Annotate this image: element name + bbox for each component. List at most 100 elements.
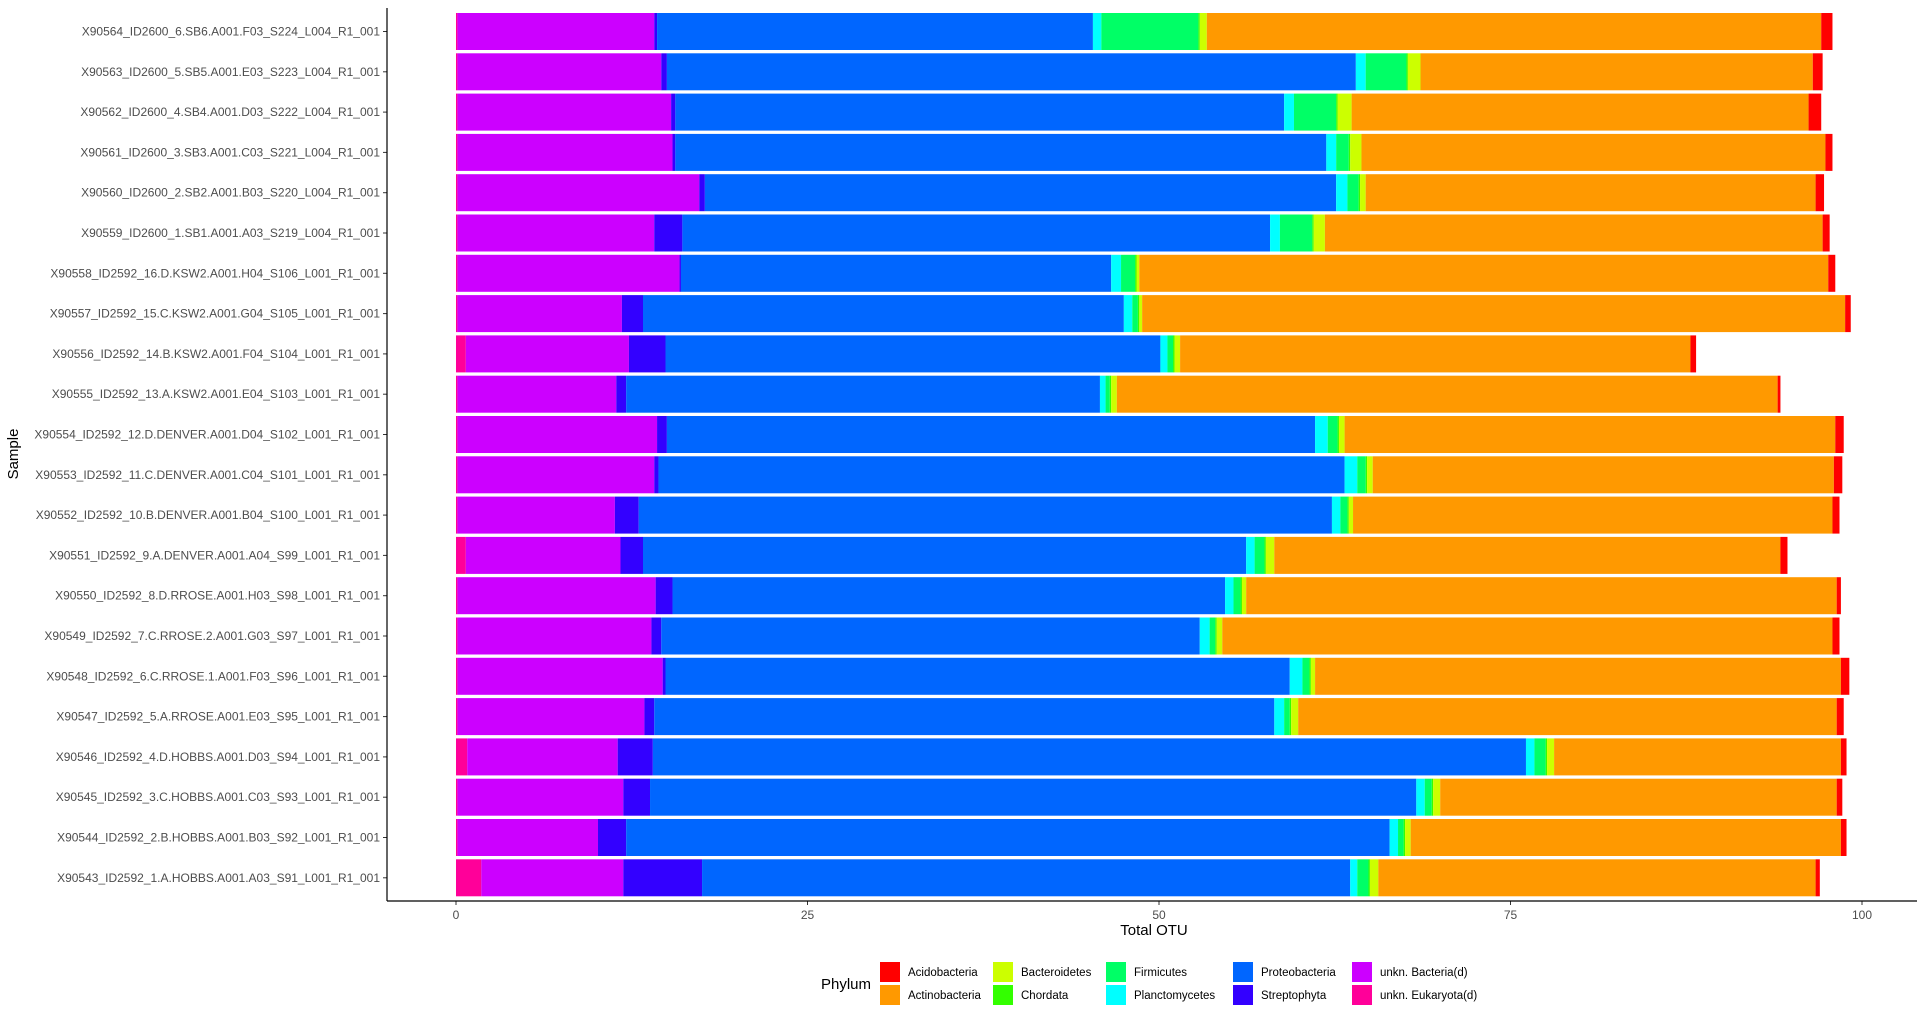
bar-segment — [1132, 295, 1138, 333]
bar-segment — [1836, 698, 1844, 736]
bar-segment — [644, 698, 655, 736]
bar-segment — [456, 174, 458, 212]
bar-segment — [1123, 295, 1133, 333]
legend-label: Planctomycetes — [1134, 990, 1215, 1002]
bar-segment — [1315, 416, 1328, 453]
bar-segment — [1358, 174, 1361, 212]
bar-segment — [1337, 93, 1352, 131]
x-tick-label: 25 — [801, 908, 815, 922]
bar-segment — [1840, 738, 1847, 776]
x-tick-label: 100 — [1852, 908, 1872, 922]
bar-segment — [456, 295, 458, 333]
bar-segment — [1139, 295, 1143, 333]
y-tick-label: X90544_ID2592_2.B.HOBBS.A001.B03_S92_L00… — [57, 831, 380, 845]
bar-segment — [456, 496, 458, 534]
bar-segment — [1199, 617, 1210, 655]
legend-swatch — [1352, 962, 1372, 982]
bar-segment — [1777, 375, 1781, 413]
bars-layer — [456, 13, 1851, 897]
bar-segment — [457, 416, 658, 453]
y-tick-label: X90559_ID2600_1.SB1.A001.A03_S219_L004_R… — [81, 226, 380, 240]
legend-swatch — [1106, 962, 1126, 982]
bar-segment — [456, 214, 458, 252]
bar-segment — [655, 577, 673, 615]
bar-segment — [1367, 456, 1373, 494]
legend-label: unkn. Eukaryota(d) — [1380, 990, 1477, 1002]
bar-segment — [614, 496, 639, 534]
bar-segment — [1534, 738, 1546, 776]
bar-segment — [1105, 375, 1110, 413]
bar-segment — [1198, 13, 1200, 50]
bar-segment — [1361, 133, 1826, 171]
bar-segment — [1832, 496, 1840, 534]
bar-segment — [1137, 295, 1140, 333]
y-tick-label: X90562_ID2600_4.SB4.A001.D03_S222_L004_R… — [80, 105, 380, 119]
bar-segment — [1338, 416, 1345, 453]
bar-segment — [662, 657, 666, 695]
x-axis-title: Total OTU — [1120, 922, 1188, 939]
bar-segment — [1351, 93, 1809, 131]
bar-segment — [1431, 778, 1434, 816]
legend-swatch — [993, 962, 1013, 982]
y-tick-label: X90555_ID2592_13.A.KSW2.A001.E04_S103_L0… — [52, 387, 381, 401]
bar-segment — [1139, 254, 1829, 292]
bar-segment — [680, 254, 1112, 292]
bar-segment — [457, 577, 656, 615]
legend-swatch — [993, 985, 1013, 1005]
bar-segment — [1433, 778, 1441, 816]
bar-segment — [654, 214, 683, 252]
y-tick-label: X90563_ID2600_5.SB5.A001.E03_S223_L004_R… — [81, 65, 380, 79]
bar-segment — [1265, 536, 1275, 574]
bar-segment — [1808, 93, 1822, 131]
bar-segment — [1284, 93, 1294, 131]
bar-segment — [1310, 657, 1316, 695]
bar-segment — [1365, 174, 1816, 212]
bar-segment — [1545, 738, 1548, 776]
y-tick-label: X90552_ID2592_10.B.DENVER.A001.B04_S100_… — [36, 508, 381, 522]
bar-segment — [457, 375, 617, 413]
y-axis-title: Sample — [5, 429, 22, 480]
bar-segment — [1327, 416, 1338, 453]
bar-segment — [1233, 577, 1241, 615]
bar-segment — [1116, 375, 1778, 413]
y-tick-label: X90551_ID2592_9.A.DENVER.A001.A04_S99_L0… — [49, 548, 380, 562]
bar-segment — [1173, 335, 1175, 373]
legend-title: Phylum — [821, 976, 871, 993]
bar-segment — [702, 859, 1351, 897]
bar-segment — [650, 778, 1417, 816]
bar-segment — [1099, 375, 1106, 413]
bar-segment — [457, 456, 655, 494]
bar-segment — [456, 93, 458, 131]
bar-segment — [1313, 214, 1325, 252]
bar-segment — [1298, 698, 1837, 736]
bar-segment — [1199, 13, 1207, 50]
bar-segment — [1440, 778, 1837, 816]
bar-segment — [1225, 577, 1234, 615]
bar-segment — [1180, 335, 1691, 373]
bar-segment — [628, 335, 666, 373]
bar-segment — [1209, 617, 1216, 655]
bar-segment — [457, 819, 599, 856]
bar-segment — [671, 93, 676, 131]
bar-segment — [1815, 174, 1825, 212]
bar-segment — [1369, 859, 1379, 897]
bar-segment — [1828, 254, 1836, 292]
y-tick-label: X90547_ID2592_5.A.RROSE.A001.E03_S95_L00… — [56, 710, 380, 724]
bar-segment — [666, 416, 1316, 453]
bar-segment — [598, 819, 627, 856]
bar-segment — [1845, 295, 1851, 333]
bar-segment — [1326, 133, 1337, 171]
bar-segment — [465, 335, 629, 373]
bar-segment — [1291, 698, 1299, 736]
bar-segment — [457, 496, 615, 534]
bar-segment — [1279, 214, 1313, 252]
bar-segment — [1347, 174, 1359, 212]
y-tick-labels: X90564_ID2600_6.SB6.A001.F03_S224_L004_R… — [34, 25, 387, 885]
legend-swatch — [1233, 985, 1253, 1005]
bar-segment — [661, 617, 1200, 655]
bar-segment — [1403, 819, 1406, 856]
bar-segment — [1389, 819, 1399, 856]
bar-segment — [1840, 657, 1850, 695]
x-ticks: 0 25 50 75 100 — [453, 901, 1872, 922]
bar-segment — [456, 133, 458, 171]
